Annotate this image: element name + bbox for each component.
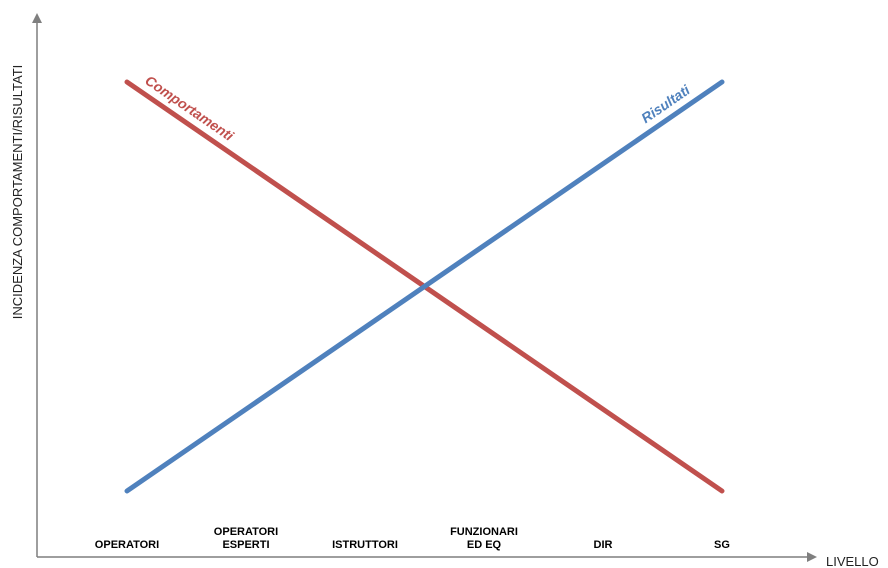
category-label: DIR	[594, 539, 613, 551]
category-label: ISTRUTTORI	[332, 539, 398, 551]
category-label: SG	[714, 539, 730, 551]
category-label-line: FUNZIONARI	[450, 526, 518, 538]
category-label: OPERATORI	[95, 539, 159, 551]
category-label-line: ISTRUTTORI	[332, 539, 398, 551]
series-line	[124, 79, 725, 494]
category-label: FUNZIONARI ED EQ	[450, 526, 518, 551]
series-layer: Comportamenti Risultati	[124, 72, 725, 494]
category-label-line: OPERATORI	[95, 539, 159, 551]
y-axis-title: INCIDENZA COMPORTAMENTI/RISULTATI	[10, 65, 25, 319]
category-label-line: SG	[714, 539, 730, 551]
series-label: Comportamenti	[142, 72, 237, 144]
category-label-line: ED EQ	[467, 539, 502, 551]
category-label-line: OPERATORI	[214, 526, 278, 538]
category-label-line: ESPERTI	[222, 539, 269, 551]
category-label: OPERATORI ESPERTI	[214, 526, 278, 551]
x-axis-title: LIVELLO	[826, 554, 879, 568]
category-label-line: DIR	[594, 539, 613, 551]
